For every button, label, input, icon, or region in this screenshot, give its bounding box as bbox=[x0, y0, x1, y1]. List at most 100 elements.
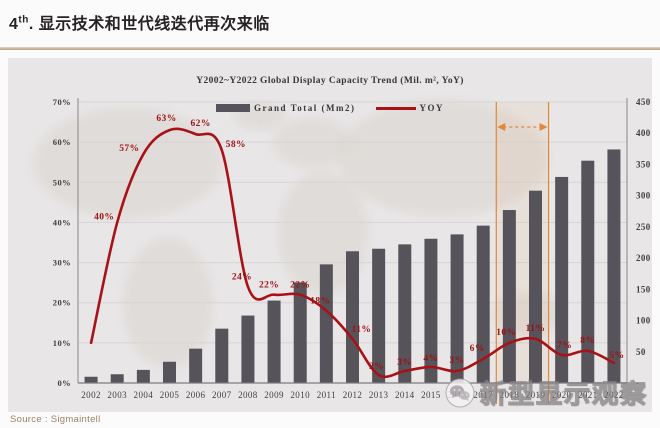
bar-2007 bbox=[215, 328, 229, 383]
right-axis-tick: 150 bbox=[636, 284, 651, 294]
yoy-label-2009: 22% bbox=[259, 281, 279, 291]
right-axis-tick: 450 bbox=[636, 97, 651, 107]
watermark: 新型显示观察 bbox=[445, 374, 648, 411]
bar-2013 bbox=[372, 248, 386, 383]
line-swatch-icon bbox=[375, 106, 416, 110]
bar-2006 bbox=[189, 348, 203, 383]
yoy-label-2010: 22% bbox=[290, 281, 310, 291]
yoy-label-2003: 40% bbox=[94, 212, 114, 222]
yoy-label-2013: 2% bbox=[369, 362, 384, 372]
bar-2004 bbox=[136, 369, 150, 383]
bar-2009 bbox=[267, 300, 281, 383]
bar-2021 bbox=[581, 160, 595, 383]
bar-2010 bbox=[293, 282, 307, 383]
left-axis-tick: 70% bbox=[53, 97, 71, 107]
left-axis-tick: 30% bbox=[53, 258, 71, 268]
yoy-label-2016: 3% bbox=[450, 356, 465, 366]
x-axis-label-2013: 2013 bbox=[369, 390, 389, 400]
yoy-label-2020: 7% bbox=[557, 341, 572, 351]
yoy-label-2004: 57% bbox=[119, 144, 139, 154]
right-axis-tick: - bbox=[636, 378, 639, 388]
left-axis-tick: 0% bbox=[57, 378, 71, 388]
chart-title: Y2002~Y2022 Global Display Capacity Tren… bbox=[196, 76, 464, 86]
x-axis-label-2015: 2015 bbox=[421, 390, 441, 400]
yoy-label-2022: 5% bbox=[609, 351, 624, 361]
yoy-label-2018: 10% bbox=[496, 328, 516, 338]
slide-header: 4th. 显示技术和世代线迭代再次来临 bbox=[9, 10, 651, 44]
legend-item-grand-total: Grand Total (Mm2) bbox=[215, 103, 356, 113]
x-axis-label-2014: 2014 bbox=[395, 390, 415, 400]
legend-label-grand-total: Grand Total (Mm2) bbox=[253, 103, 356, 113]
legend-label-yoy: YOY bbox=[419, 103, 444, 113]
bar-2003 bbox=[110, 374, 124, 383]
right-axis-tick: 300 bbox=[636, 191, 651, 201]
header-divider-line bbox=[0, 47, 660, 50]
left-axis-tick: 60% bbox=[53, 137, 71, 147]
arrowhead-left bbox=[497, 123, 506, 131]
legend-item-yoy: YOY bbox=[375, 103, 445, 113]
bar-2022 bbox=[607, 149, 621, 383]
chart-legend: Grand Total (Mm2) YOY bbox=[8, 103, 652, 113]
left-axis-tick: 10% bbox=[53, 338, 71, 348]
bar-2005 bbox=[163, 361, 176, 383]
right-axis-tick: 50 bbox=[636, 347, 646, 357]
title-ordinal-suffix: th bbox=[18, 14, 29, 26]
world-map-background bbox=[273, 118, 353, 168]
x-axis-label-2009: 2009 bbox=[264, 390, 284, 400]
page-title: 4th. 显示技术和世代线迭代再次来临 bbox=[9, 14, 270, 33]
x-axis-label-2003: 2003 bbox=[107, 390, 127, 400]
yoy-label-2006: 62% bbox=[191, 119, 211, 129]
yoy-label-2008: 24% bbox=[232, 273, 252, 283]
source-note: Source : Sigmaintell bbox=[10, 414, 101, 425]
arrowhead-right bbox=[539, 123, 548, 131]
right-axis-tick: 350 bbox=[636, 159, 651, 169]
bar-2016 bbox=[450, 234, 464, 383]
right-axis-tick: 250 bbox=[636, 222, 651, 232]
left-axis-tick: 50% bbox=[53, 177, 71, 187]
bar-2011 bbox=[319, 264, 333, 383]
left-axis-tick: 40% bbox=[53, 217, 71, 227]
yoy-line bbox=[89, 127, 616, 379]
x-axis-label-2011: 2011 bbox=[317, 390, 336, 400]
x-axis-label-2022: 2022 bbox=[604, 390, 624, 400]
right-axis-tick: 100 bbox=[636, 316, 651, 326]
watermark-text: 新型显示观察 bbox=[479, 378, 648, 409]
yoy-label-2015: 4% bbox=[423, 354, 438, 364]
bar-2017 bbox=[476, 225, 490, 383]
x-axis-label-2018: 2018 bbox=[500, 390, 520, 400]
title-number: 4 bbox=[9, 16, 19, 33]
yoy-label-2021: 8% bbox=[580, 336, 595, 346]
world-map-background bbox=[33, 108, 223, 218]
world-map-background bbox=[278, 171, 368, 295]
x-axis-label-2021: 2021 bbox=[578, 390, 598, 400]
x-axis-label-2019: 2019 bbox=[526, 390, 546, 400]
x-axis-label-2004: 2004 bbox=[134, 390, 154, 400]
bar-2020 bbox=[555, 176, 569, 383]
title-text: . 显示技术和世代线迭代再次来临 bbox=[28, 16, 270, 33]
bar-2015 bbox=[424, 238, 438, 383]
yoy-label-2014: 3% bbox=[397, 358, 412, 368]
right-axis-tick: 200 bbox=[636, 253, 651, 263]
bar-2014 bbox=[398, 244, 412, 383]
x-axis-label-2002: 2002 bbox=[81, 390, 101, 400]
x-axis-label-2007: 2007 bbox=[212, 390, 232, 400]
bar-2002 bbox=[84, 376, 98, 383]
right-axis-tick: 400 bbox=[636, 128, 651, 138]
left-axis-tick: 20% bbox=[53, 298, 71, 308]
wechat-logo-icon bbox=[445, 378, 475, 407]
bar-swatch-icon bbox=[215, 104, 250, 112]
yoy-label-2005: 63% bbox=[156, 114, 176, 124]
bar-2008 bbox=[241, 315, 255, 383]
x-axis-label-2017: 2017 bbox=[473, 390, 493, 400]
yoy-label-2011: 18% bbox=[310, 297, 330, 307]
x-axis-label-2005: 2005 bbox=[160, 390, 180, 400]
capacity-trend-chart: 0% 10% 20% 30% 40% 50% 60% 70% - 50 100 150 200 250 30… bbox=[33, 97, 651, 404]
x-axis-label-2008: 2008 bbox=[238, 390, 258, 400]
yoy-label-2019: 11% bbox=[526, 324, 546, 334]
yoy-label-2012: 11% bbox=[352, 325, 372, 335]
yoy-label-2017: 6% bbox=[470, 344, 485, 354]
chart-panel: 0% 10% 20% 30% 40% 50% 60% 70% - 50 100 150 200 250 30… bbox=[8, 58, 652, 412]
world-map-background bbox=[338, 100, 548, 216]
x-axis-label-2006: 2006 bbox=[186, 390, 206, 400]
bar-2019 bbox=[529, 190, 542, 383]
